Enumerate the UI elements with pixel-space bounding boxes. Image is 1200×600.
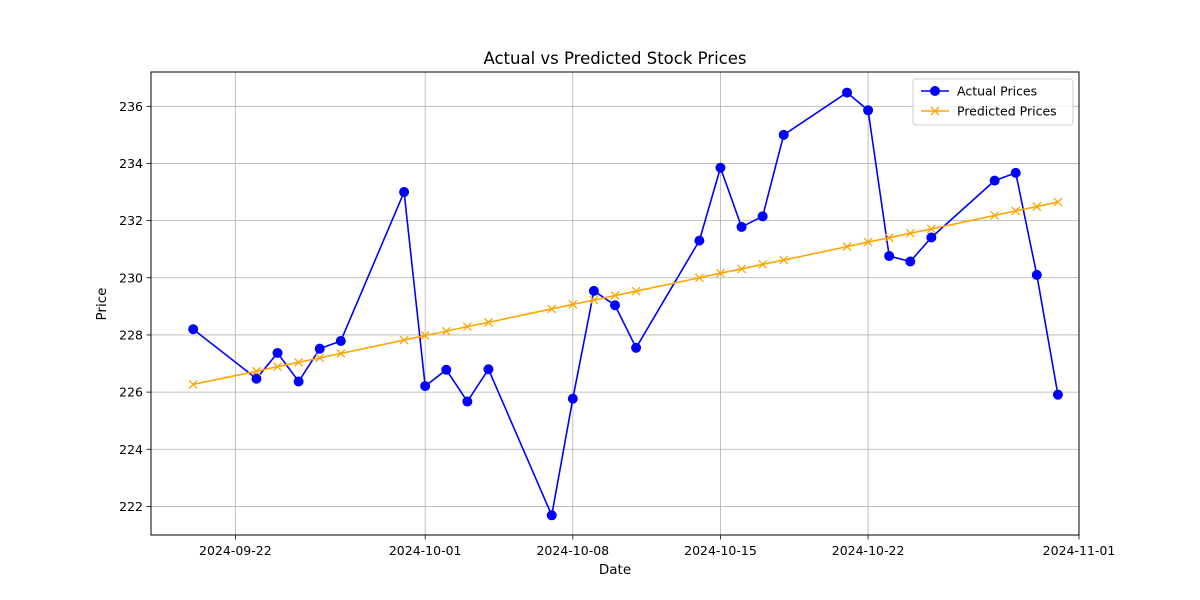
predicted-prices-point [1053, 197, 1063, 207]
y-axis-label: Price [94, 288, 110, 321]
legend-item-actual-prices: Actual Prices [921, 84, 1037, 99]
x-tick-label: 2024-11-01 [1043, 543, 1116, 558]
actual-prices-point [251, 373, 262, 384]
predicted-prices-point [294, 357, 304, 367]
predicted-prices-point [1032, 202, 1042, 212]
x-tick-label: 2024-09-22 [199, 543, 272, 558]
actual-prices-point [188, 324, 199, 335]
predicted-prices-point [188, 379, 198, 389]
actual-prices-point [293, 376, 304, 387]
actual-prices-point [694, 235, 705, 246]
x-axis-label: Date [599, 562, 631, 578]
grid-lines [151, 72, 1080, 535]
predicted-prices-point [483, 317, 493, 327]
actual-prices-point [884, 251, 895, 262]
predicted-prices-point [1011, 206, 1021, 216]
predicted-prices-point [694, 273, 704, 283]
actual-prices-point [335, 335, 346, 346]
actual-prices-point [567, 393, 578, 404]
x-axis: 2024-09-22 2024-10-01 2024-10-08 2024-10-15… [199, 535, 1115, 558]
predicted-prices-point [589, 295, 599, 305]
predicted-prices-point [842, 242, 852, 252]
actual-prices-point [483, 364, 494, 375]
actual-prices-point [778, 129, 789, 140]
x-tick-label: 2024-10-15 [684, 543, 757, 558]
y-axis: 222 224 226 228 230 232 234 236 [119, 99, 151, 514]
predicted-prices-point [251, 366, 261, 376]
actual-prices-point [1031, 269, 1042, 280]
actual-prices-point [631, 342, 642, 353]
actual-prices-point [905, 256, 916, 267]
actual-prices-point [842, 87, 852, 98]
actual-prices-point [610, 300, 620, 311]
plot-area-frame [150, 71, 1080, 536]
y-tick-label: 224 [119, 442, 143, 457]
actual-prices-point [399, 187, 410, 198]
actual-prices-point [863, 105, 874, 116]
actual-prices-point [314, 343, 325, 354]
legend-label: Predicted Prices [957, 104, 1057, 119]
actual-prices-point [757, 211, 768, 222]
predicted-prices-point [990, 211, 1000, 220]
legend-label: Actual Prices [957, 84, 1037, 99]
chart-title: Actual vs Predicted Stock Prices [483, 49, 746, 68]
legend-swatch-marker [930, 106, 940, 116]
x-tick-label: 2024-10-01 [389, 543, 462, 558]
predicted-prices-point [926, 224, 936, 234]
predicted-prices-point [884, 233, 894, 243]
predicted-prices-point [631, 286, 641, 296]
y-tick-label: 228 [119, 327, 143, 342]
predicted-prices-point [715, 268, 725, 278]
y-tick-label: 222 [119, 499, 143, 514]
legend-box [912, 78, 1074, 126]
x-tick-label: 2024-10-22 [832, 543, 905, 558]
legend-swatch-marker [930, 86, 940, 96]
actual-prices-point [546, 510, 557, 521]
predicted-prices-point [610, 291, 620, 300]
actual-prices-point [441, 364, 452, 375]
y-tick-label: 236 [119, 99, 143, 114]
predicted-prices-point [779, 255, 789, 265]
legend-item-predicted-prices: Predicted Prices [921, 104, 1057, 119]
y-tick-label: 234 [119, 156, 143, 171]
y-tick-label: 230 [119, 270, 143, 285]
predicted-prices-series [188, 197, 1063, 389]
predicted-prices-point [863, 237, 873, 247]
x-tick-label: 2024-10-08 [536, 543, 609, 558]
predicted-prices-point [462, 322, 472, 332]
predicted-prices-point [905, 228, 915, 238]
actual-prices-point [736, 221, 747, 232]
actual-prices-point [1052, 389, 1063, 400]
legend: Actual Prices Predicted Prices [912, 78, 1074, 126]
actual-prices-point [462, 396, 473, 407]
actual-prices-point [420, 381, 431, 392]
actual-prices-point [1010, 167, 1021, 178]
predicted-prices-point [420, 331, 430, 340]
predicted-prices-line [193, 201, 1059, 386]
predicted-prices-point [737, 264, 747, 274]
actual-prices-point [989, 175, 1000, 186]
actual-prices-point [715, 162, 726, 173]
predicted-prices-point [547, 304, 557, 314]
plot-series [188, 87, 1063, 521]
predicted-prices-point [441, 326, 451, 336]
predicted-prices-point [315, 353, 325, 363]
y-tick-label: 232 [119, 213, 143, 228]
actual-prices-point [272, 347, 283, 358]
y-tick-label: 226 [119, 385, 143, 400]
predicted-prices-point [568, 299, 578, 309]
predicted-prices-point [336, 349, 346, 358]
predicted-prices-point [758, 259, 768, 269]
predicted-prices-point [273, 362, 283, 372]
actual-prices-point [588, 285, 599, 296]
actual-prices-point [926, 232, 937, 243]
actual-prices-series [188, 87, 1063, 521]
predicted-prices-point [399, 335, 409, 345]
